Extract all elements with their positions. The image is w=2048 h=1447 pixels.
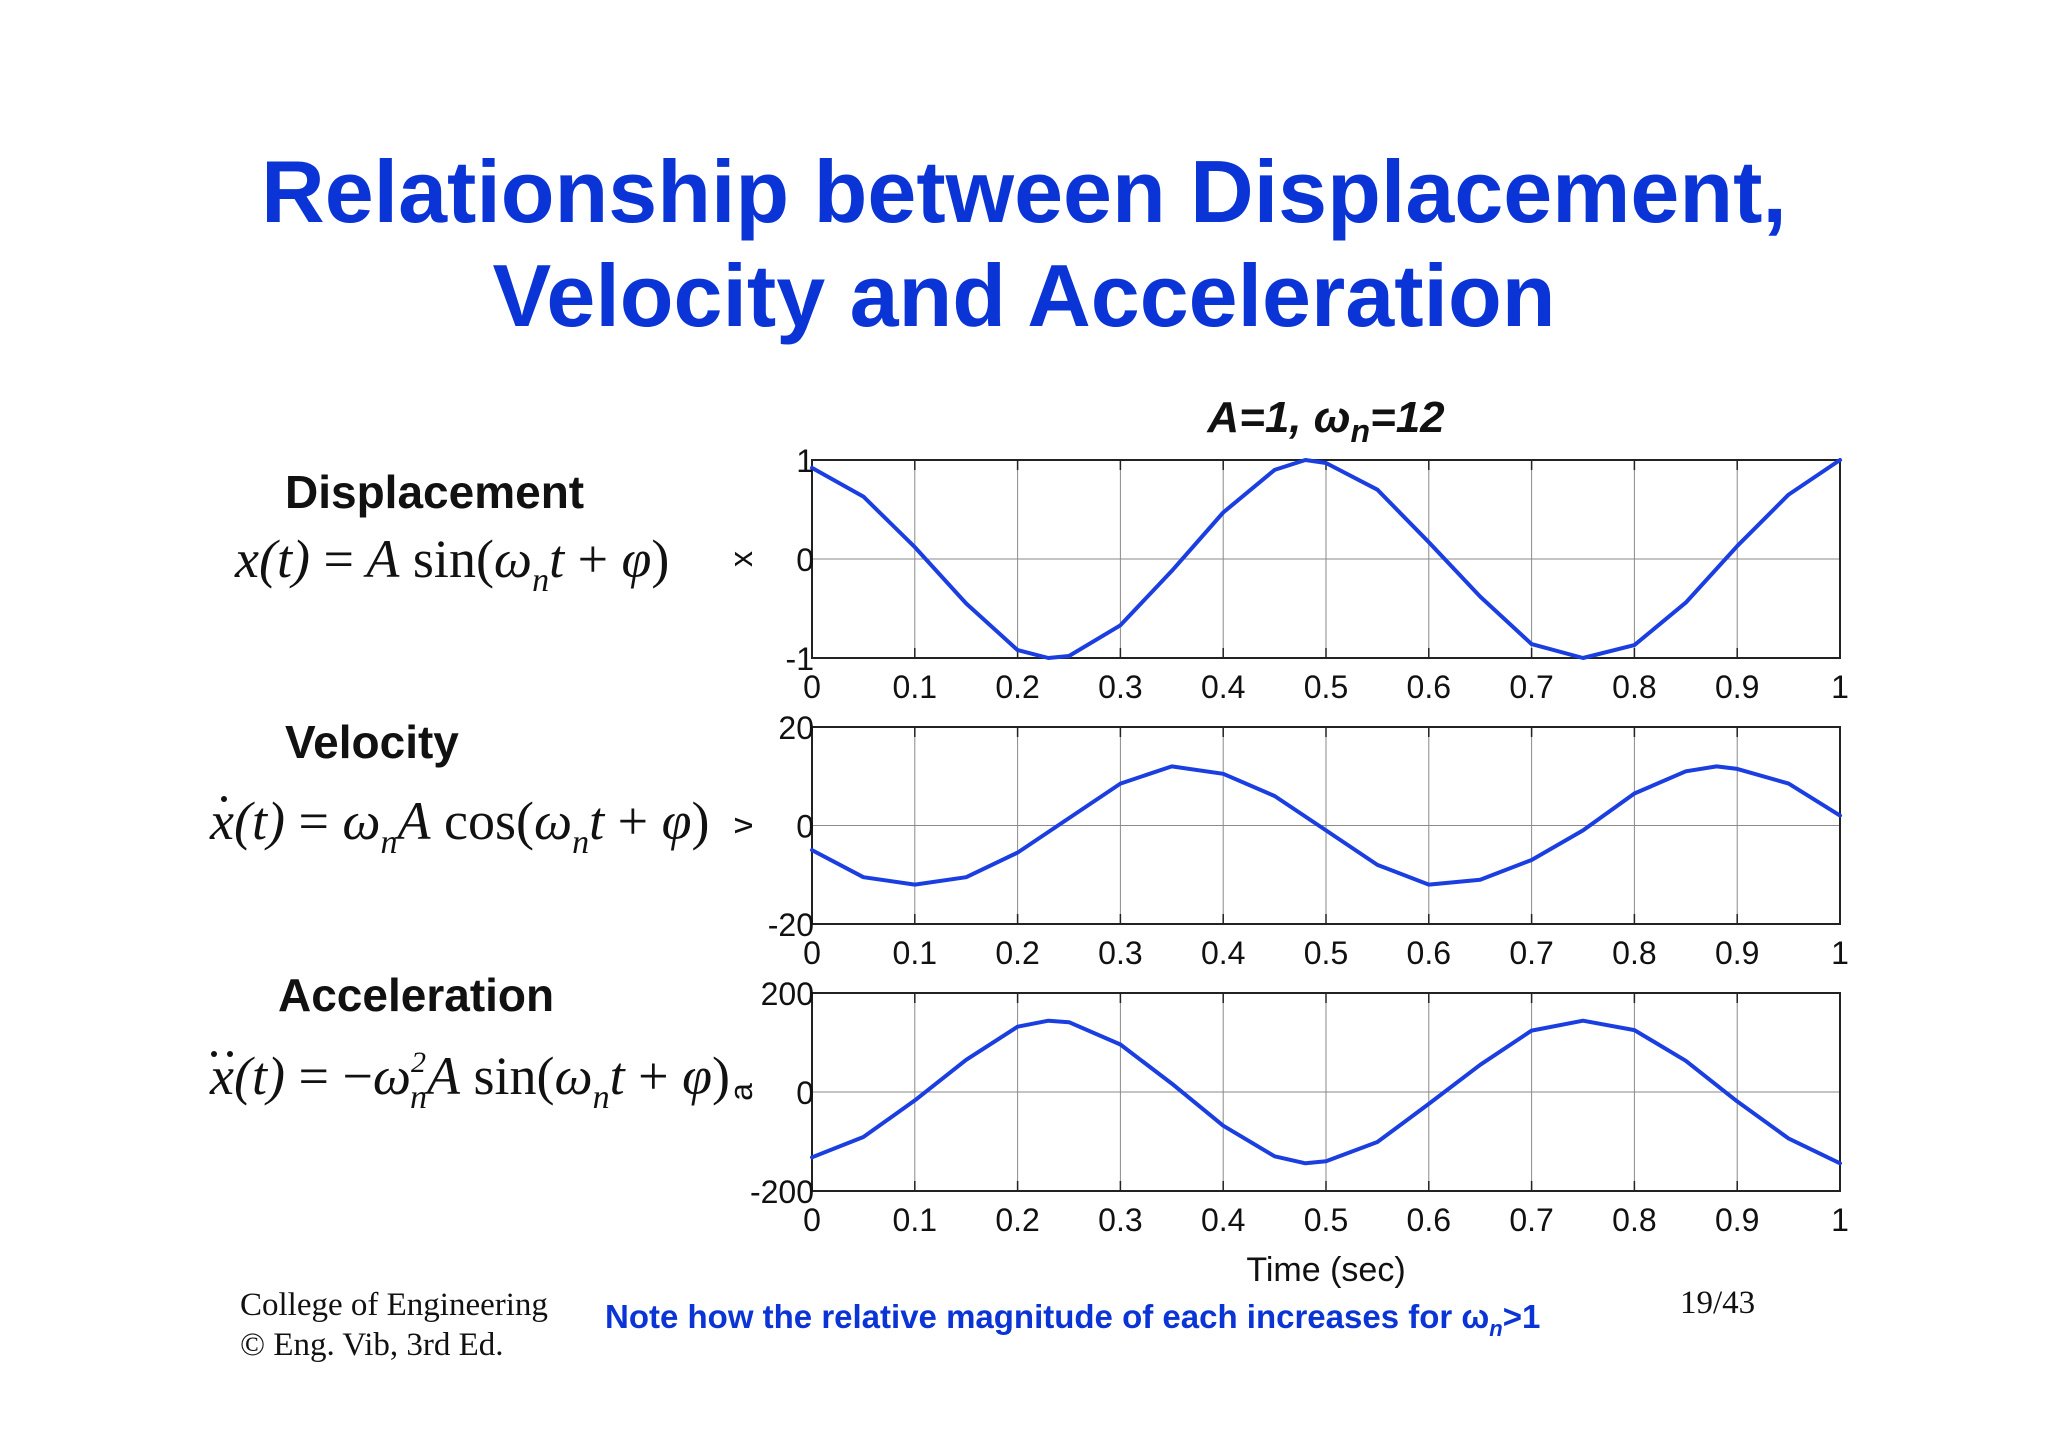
slide-title-line-1: Relationship between Displacement, <box>261 142 1787 241</box>
plot-2-x-tick-label-6: 0.6 <box>1407 1202 1451 1238</box>
plot-1-x-tick-label-10: 1 <box>1831 935 1849 971</box>
plot-2-x-tick-label-9: 0.9 <box>1715 1202 1759 1238</box>
plot-0-x-tick-label-5: 0.5 <box>1304 669 1348 705</box>
plot-0-y-tick-label-2: 1 <box>796 443 814 479</box>
plot-0-x-tick-label-8: 0.8 <box>1612 669 1656 705</box>
plot-2-x-tick-label-4: 0.4 <box>1201 1202 1245 1238</box>
footer-credits: College of Engineering © Eng. Vib, 3rd E… <box>240 1285 548 1365</box>
plot-1-curve <box>810 764 1842 887</box>
plot-0-y-axis-label: x <box>723 551 759 567</box>
plot-0-x-tick-label-10: 1 <box>1831 669 1849 705</box>
plot-0-x-tick-label-6: 0.6 <box>1407 669 1451 705</box>
plot-0-title: A=1, ωn=12 <box>1206 393 1445 449</box>
displacement-equation: x(t) = A sin(ωnt + φ) <box>235 529 670 599</box>
plot-2-frame <box>811 992 1841 1192</box>
note-prefix: Note how the relative magnitude of each … <box>605 1298 1490 1335</box>
plot-1-y-tick-label-2: 20 <box>778 710 814 746</box>
plot-0-x-tick-label-7: 0.7 <box>1509 669 1553 705</box>
plot-0-x-tick-label-1: 0.1 <box>893 669 937 705</box>
plot-0-y-tick-label-1: 0 <box>796 542 814 578</box>
plot-2-y-tick-label-0: -200 <box>750 1174 814 1210</box>
plot-1-frame <box>811 726 1841 925</box>
plot-2-x-tick-label-5: 0.5 <box>1304 1202 1348 1238</box>
plot-2-y-axis-label: a <box>723 1083 759 1101</box>
displacement-label: Displacement <box>285 466 585 518</box>
plot-0-x-tick-label-3: 0.3 <box>1098 669 1142 705</box>
plot-1-x-tick-label-6: 0.6 <box>1407 935 1451 971</box>
plot-1-x-tick-label-8: 0.8 <box>1612 935 1656 971</box>
acceleration-label: Acceleration <box>278 969 555 1021</box>
note-text: Note how the relative magnitude of each … <box>605 1298 1541 1340</box>
plot-2-x-tick-label-3: 0.3 <box>1098 1202 1142 1238</box>
velocity-equation: x(t) = ωnA cos(ωnt + φ) <box>210 791 710 861</box>
plot-2-x-tick-label-0: 0 <box>803 1202 821 1238</box>
plot-1-y-axis-label: v <box>723 818 759 834</box>
plot-1-y-tick-label-1: 0 <box>796 809 814 845</box>
copyright-text: © Eng. Vib, 3rd Ed. <box>240 1327 504 1363</box>
plot-2-x-tick-label-1: 0.1 <box>893 1202 937 1238</box>
plot-1-x-tick-label-2: 0.2 <box>995 935 1039 971</box>
plot-1-y-tick-label-0: -20 <box>768 907 814 943</box>
plot-0-x-tick-label-9: 0.9 <box>1715 669 1759 705</box>
plot-1-x-tick-label-4: 0.4 <box>1201 935 1245 971</box>
plot-0-y-tick-label-0: -1 <box>786 641 814 677</box>
acceleration-equation: x(t) = −ω2nA sin(ωnt + φ) <box>210 1046 730 1116</box>
plot-2-y-tick-label-1: 0 <box>796 1075 814 1111</box>
plot-1-x-tick-label-5: 0.5 <box>1304 935 1348 971</box>
college-text: College of Engineering <box>240 1287 548 1323</box>
plot-0-frame <box>811 459 1841 659</box>
plot-1-x-tick-label-7: 0.7 <box>1509 935 1553 971</box>
plot-0-x-tick-label-0: 0 <box>803 669 821 705</box>
slide-title: Relationship between Displacement, Veloc… <box>0 140 2048 348</box>
plot-0-x-tick-label-4: 0.4 <box>1201 669 1245 705</box>
plot-1-x-tick-label-1: 0.1 <box>893 935 937 971</box>
plot-2-x-tick-label-10: 1 <box>1831 1202 1849 1238</box>
plot-0-curve <box>810 458 1842 660</box>
plot-2-x-tick-label-2: 0.2 <box>995 1202 1039 1238</box>
plot-0-x-tick-label-2: 0.2 <box>995 669 1039 705</box>
page-number: 19/43 <box>1680 1285 1756 1321</box>
plot-2-x-tick-label-8: 0.8 <box>1612 1202 1656 1238</box>
plot-1-x-tick-label-9: 0.9 <box>1715 935 1759 971</box>
plot-2-x-axis-label: Time (sec) <box>1246 1251 1405 1289</box>
note-suffix: >1 <box>1502 1298 1541 1335</box>
plot-1-x-tick-label-0: 0 <box>803 935 821 971</box>
velocity-label: Velocity <box>285 716 459 768</box>
plot-2-x-tick-label-7: 0.7 <box>1509 1202 1553 1238</box>
plot-1-x-tick-label-3: 0.3 <box>1098 935 1142 971</box>
note-subscript: n <box>1489 1316 1503 1341</box>
plot-2-curve <box>810 1018 1842 1166</box>
plot-2-y-tick-label-2: 200 <box>761 976 814 1012</box>
slide-title-line-2: Velocity and Acceleration <box>492 246 1556 345</box>
